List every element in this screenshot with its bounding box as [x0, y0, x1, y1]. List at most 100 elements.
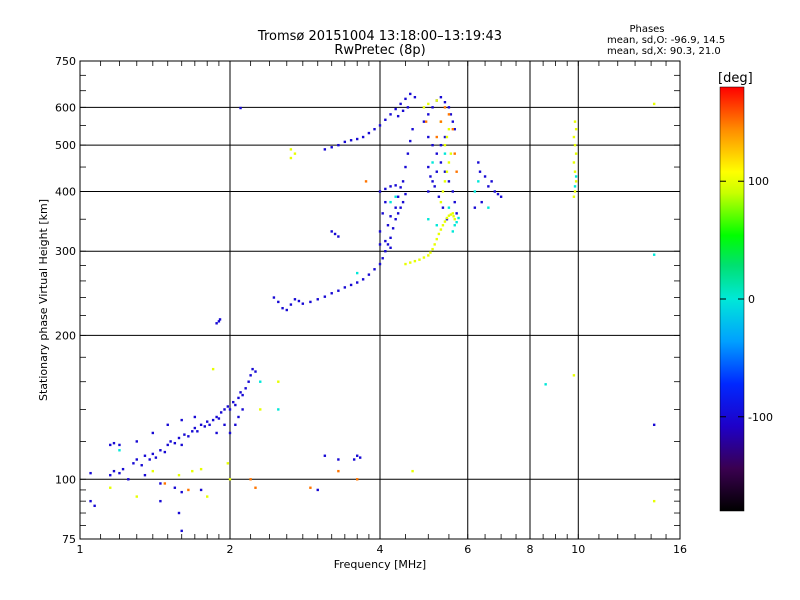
data-point	[435, 224, 438, 227]
y-tick-label: 600	[55, 101, 76, 114]
data-point	[343, 286, 347, 289]
data-point	[389, 215, 392, 218]
data-point	[143, 454, 147, 457]
data-point	[431, 180, 434, 183]
data-point	[573, 185, 577, 188]
data-point	[652, 102, 656, 106]
x-axis-label: Frequency [MHz]	[334, 558, 426, 571]
data-point	[199, 467, 203, 471]
data-point	[337, 289, 340, 292]
data-point	[316, 488, 319, 492]
data-point	[384, 200, 387, 204]
data-point	[140, 464, 143, 467]
data-point	[289, 303, 293, 306]
data-point	[445, 216, 449, 220]
data-point	[411, 127, 414, 131]
data-point	[573, 120, 577, 123]
data-point	[358, 456, 362, 459]
data-point	[413, 95, 417, 99]
data-point	[343, 140, 347, 144]
data-point	[574, 152, 578, 155]
data-point	[443, 170, 447, 173]
data-point	[241, 393, 244, 397]
data-point	[496, 192, 500, 196]
data-point	[191, 430, 194, 433]
data-point	[163, 482, 167, 485]
data-point	[337, 458, 340, 461]
data-point	[447, 180, 451, 183]
data-point	[574, 175, 578, 178]
data-point	[427, 135, 430, 139]
data-point	[199, 423, 203, 427]
data-point	[135, 458, 138, 461]
y-tick-label: 400	[55, 185, 76, 198]
data-point	[281, 306, 284, 310]
data-point	[121, 467, 125, 471]
data-point	[323, 295, 327, 298]
data-point	[443, 152, 447, 155]
y-tick-label: 75	[62, 533, 76, 546]
data-point	[453, 200, 456, 204]
data-point	[187, 435, 190, 438]
data-point	[293, 298, 297, 301]
phases-x-stats: mean, sd,X: 90.3, 21.0	[607, 46, 721, 57]
data-point	[399, 186, 402, 189]
plot-area: 1 2 4 6 8 10 16 75 100 200 300 400 500 600 750	[55, 55, 687, 556]
data-point	[411, 469, 414, 473]
data-point	[349, 139, 353, 142]
data-point	[441, 190, 445, 193]
data-point	[422, 120, 426, 123]
data-point	[441, 224, 445, 227]
data-point	[237, 396, 240, 400]
data-point	[361, 278, 365, 281]
data-point	[211, 418, 215, 422]
data-point	[451, 120, 455, 123]
data-point	[439, 200, 443, 204]
x-tick-label: 8	[527, 543, 534, 556]
colorbar-tick-label: 0	[748, 293, 755, 306]
data-point	[349, 283, 353, 287]
x-tick-label: 16	[673, 543, 687, 556]
data-point	[406, 106, 410, 109]
data-point	[293, 152, 297, 155]
data-point	[389, 246, 392, 249]
data-point	[429, 251, 432, 254]
data-point	[183, 433, 186, 436]
data-point	[193, 426, 197, 430]
data-point	[367, 131, 371, 135]
data-point	[237, 415, 240, 419]
data-point	[228, 478, 232, 481]
data-point	[228, 408, 232, 411]
data-point	[323, 454, 327, 457]
x-tick-labels: 1 2 4 6 8 10 16	[77, 543, 688, 556]
data-point	[173, 441, 177, 445]
data-point	[355, 281, 359, 284]
data-point	[499, 195, 503, 198]
data-point	[118, 443, 121, 447]
data-point	[401, 200, 405, 204]
data-point	[447, 106, 451, 109]
data-point	[352, 458, 356, 461]
data-point	[143, 473, 147, 477]
x-tick-label: 1	[77, 543, 84, 556]
data-point	[439, 228, 443, 231]
data-point	[443, 106, 447, 109]
data-point	[477, 161, 480, 164]
data-point	[384, 118, 387, 122]
data-point	[439, 120, 443, 123]
y-tick-label: 100	[55, 473, 76, 486]
y-tick-label: 300	[55, 245, 76, 258]
data-point	[401, 180, 405, 183]
data-point	[159, 482, 162, 485]
data-point	[386, 224, 390, 227]
colorbar-ticks: -100 0 100	[720, 175, 773, 424]
data-point	[254, 486, 257, 489]
data-point	[391, 227, 395, 230]
data-point	[435, 237, 438, 241]
data-point	[277, 408, 280, 411]
data-point	[572, 374, 576, 377]
data-point	[89, 499, 92, 503]
data-point	[135, 495, 138, 498]
data-point	[151, 469, 155, 473]
data-point	[433, 185, 436, 188]
